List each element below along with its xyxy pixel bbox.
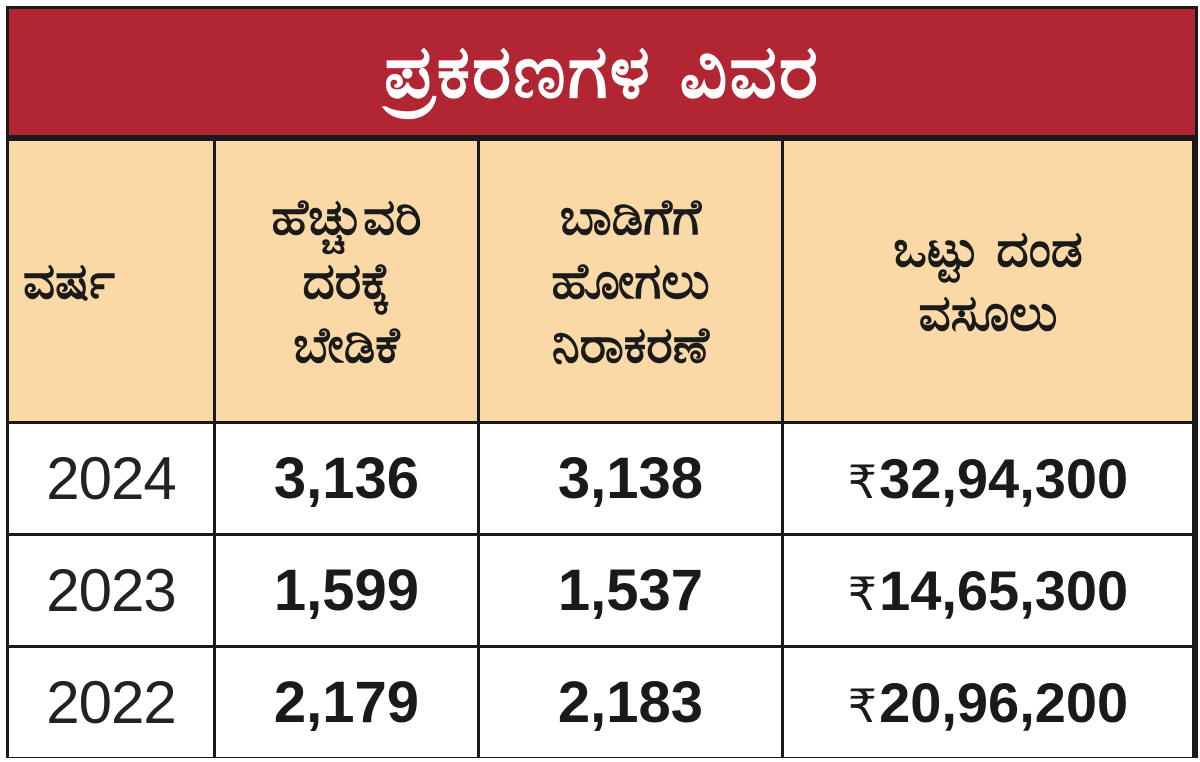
header-row: ವರ್ಷ ಹೆಚ್ಚುವರಿ ದರಕ್ಕೆ ಬೇಡಿಕೆ ಬಾಡಿಗೆಗೆ ಹೋ… [9, 141, 1192, 421]
header-excess-fare-line: ದರಕ್ಕೆ [302, 252, 391, 310]
header-year: ವರ್ಷ [9, 141, 213, 421]
year-cell: 2023 [9, 536, 213, 645]
header-excess-fare: ಹೆಚ್ಚುವರಿ ದರಕ್ಕೆ ಬೇಡಿಕೆ [216, 141, 477, 421]
header-refusal-line: ಬಾಡಿಗೆಗೆ [559, 188, 702, 246]
table-title: ಪ್ರಕರಣಗಳ ವಿವರ [384, 29, 820, 115]
header-excess-fare-line: ಹೆಚ್ಚುವರಿ [271, 188, 422, 246]
header-refusal: ಬಾಡಿಗೆಗೆ ಹೋಗಲು ನಿರಾಕರಣೆ [480, 141, 781, 421]
header-refusal-line: ಹೋಗಲು [551, 252, 710, 310]
cases-table-graphic: ಪ್ರಕರಣಗಳ ವಿವರ ವರ್ಷ ಹೆಚ್ಚುವರಿ ದರಕ್ಕೆ ಬೇಡಿ… [6, 6, 1198, 758]
refusal-cell: 3,138 [480, 424, 781, 533]
header-fine-total: ಒಟ್ಟು ದಂಡ ವಸೂಲು [784, 141, 1192, 421]
year-cell: 2022 [9, 648, 213, 757]
refusal-cell: 1,537 [480, 536, 781, 645]
rupee-symbol: ₹ [847, 455, 878, 509]
rupee-symbol: ₹ [847, 567, 878, 621]
table-row: 2024 3,136 3,138 ₹32,94,300 [9, 424, 1192, 533]
header-fine-total-line: ವಸೂಲು [918, 284, 1058, 342]
rupee-symbol: ₹ [847, 679, 878, 733]
fine-cell: ₹32,94,300 [784, 424, 1192, 533]
header-fine-total-line: ಒಟ್ಟು ದಂಡ [893, 220, 1083, 278]
table-row: 2022 2,179 2,183 ₹20,96,200 [9, 648, 1192, 757]
fine-amount: 20,96,200 [879, 671, 1129, 734]
table-row: 2023 1,599 1,537 ₹14,65,300 [9, 536, 1192, 645]
refusal-cell: 2,183 [480, 648, 781, 757]
title-bar: ಪ್ರಕರಣಗಳ ವಿವರ [9, 9, 1195, 135]
header-year-label: ವರ್ಷ [23, 252, 115, 310]
fine-amount: 32,94,300 [879, 447, 1129, 510]
fine-cell: ₹14,65,300 [784, 536, 1192, 645]
cases-table: ವರ್ಷ ಹೆಚ್ಚುವರಿ ದರಕ್ಕೆ ಬೇಡಿಕೆ ಬಾಡಿಗೆಗೆ ಹೋ… [6, 138, 1195, 760]
header-refusal-line: ನಿರಾಕರಣೆ [551, 316, 710, 374]
fine-cell: ₹20,96,200 [784, 648, 1192, 757]
excess-fare-cell: 2,179 [216, 648, 477, 757]
excess-fare-cell: 1,599 [216, 536, 477, 645]
header-excess-fare-line: ಬೇಡಿಕೆ [293, 316, 400, 374]
fine-amount: 14,65,300 [879, 559, 1129, 622]
excess-fare-cell: 3,136 [216, 424, 477, 533]
year-cell: 2024 [9, 424, 213, 533]
